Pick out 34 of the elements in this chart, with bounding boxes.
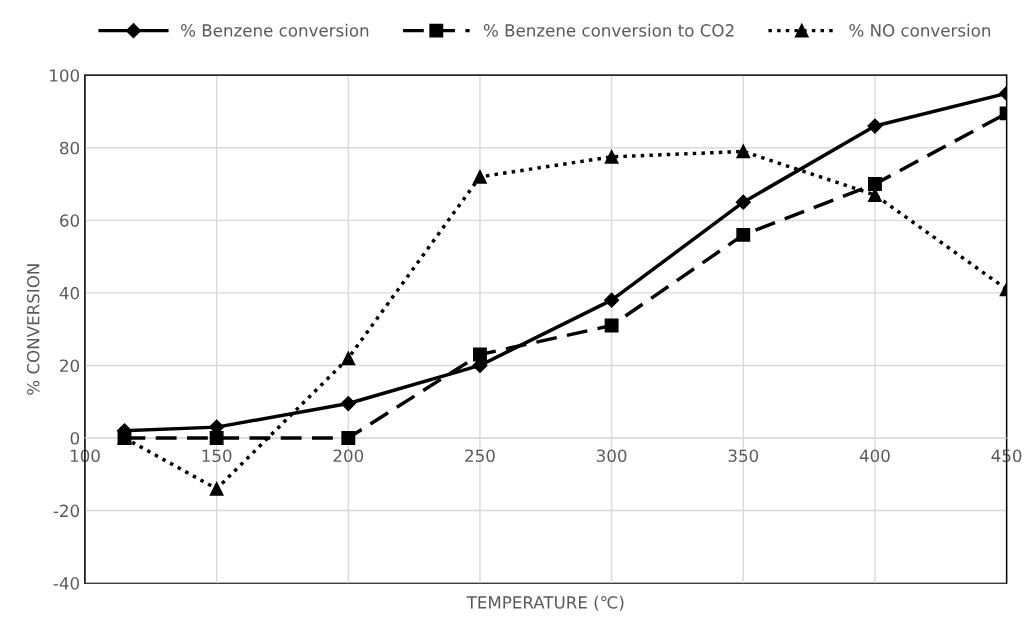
- point: [867, 177, 882, 192]
- y-tick-label: 0: [70, 431, 80, 445]
- point: [341, 431, 356, 445]
- point: [735, 194, 751, 210]
- point: [604, 292, 620, 308]
- point: [209, 431, 224, 445]
- x-tick-label: 400: [859, 449, 890, 463]
- x-tick-label: 200: [333, 449, 364, 463]
- point: [473, 169, 487, 184]
- point: [736, 144, 751, 159]
- x-axis-title: TEMPERATURE (℃): [466, 595, 624, 611]
- y-tick-label: 80: [60, 141, 80, 155]
- legend-label: % Benzene conversion: [181, 23, 369, 37]
- x-tick-label: 150: [202, 449, 232, 463]
- y-tick-label: 60: [60, 214, 80, 227]
- point: [604, 149, 619, 164]
- point: [736, 227, 751, 242]
- point: [473, 347, 487, 362]
- y-tick-label: 40: [59, 286, 80, 300]
- legend-label: % NO conversion: [849, 23, 991, 37]
- x-tick-label: 300: [596, 449, 627, 463]
- point: [341, 351, 356, 366]
- y-tick-label: 100: [50, 69, 80, 82]
- point: [340, 395, 356, 412]
- y-tick-label: -20: [53, 504, 80, 518]
- legend-label: % Benzene conversion to CO2: [483, 23, 734, 37]
- x-tick-label: 250: [465, 449, 495, 463]
- point: [867, 118, 883, 134]
- y-tick-label: 20: [60, 359, 80, 373]
- x-tick-label: 350: [728, 449, 759, 463]
- y-tick-label: -40: [53, 577, 80, 590]
- point: [604, 318, 619, 333]
- y-axis-title: % CONVERSION: [26, 264, 40, 395]
- point: [209, 481, 224, 496]
